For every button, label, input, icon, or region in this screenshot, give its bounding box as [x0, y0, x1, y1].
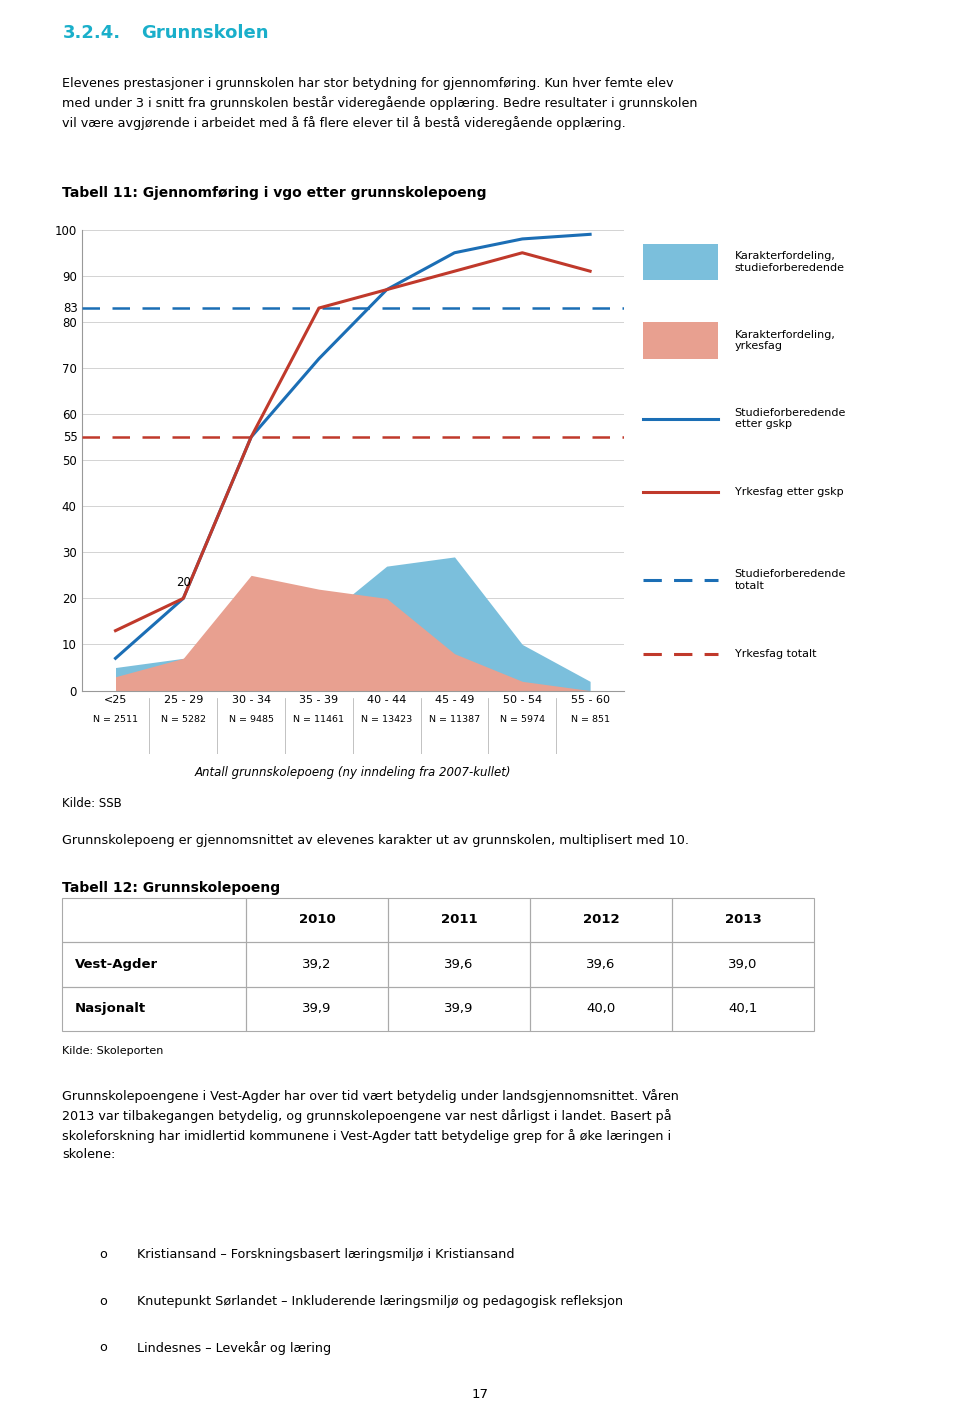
Text: 2011: 2011 — [441, 913, 477, 926]
Text: 2013: 2013 — [725, 913, 761, 926]
Bar — [643, 322, 718, 359]
Text: N = 11387: N = 11387 — [429, 715, 480, 723]
Text: Grunnskolen: Grunnskolen — [141, 24, 269, 43]
Text: N = 9485: N = 9485 — [228, 715, 274, 723]
Bar — [672, 898, 814, 942]
Bar — [672, 942, 814, 987]
Text: Kilde: Skoleporten: Kilde: Skoleporten — [62, 1046, 164, 1056]
Text: 40,0: 40,0 — [587, 1003, 615, 1015]
Text: Lindesnes – Levekår og læring: Lindesnes – Levekår og læring — [137, 1341, 331, 1356]
Bar — [62, 898, 246, 942]
Text: Yrkesfag totalt: Yrkesfag totalt — [734, 648, 816, 659]
Text: Studieforberedende
etter gskp: Studieforberedende etter gskp — [734, 408, 846, 430]
Text: 20: 20 — [176, 576, 191, 590]
Text: Antall grunnskolepoeng (ny inndeling fra 2007-kullet): Antall grunnskolepoeng (ny inndeling fra… — [195, 766, 511, 778]
Text: 40,1: 40,1 — [729, 1003, 757, 1015]
Bar — [672, 987, 814, 1031]
Text: N = 851: N = 851 — [570, 715, 610, 723]
Text: 39,2: 39,2 — [302, 957, 332, 971]
Text: Grunnskolepoeng er gjennomsnittet av elevenes karakter ut av grunnskolen, multip: Grunnskolepoeng er gjennomsnittet av ele… — [62, 834, 689, 847]
Text: 39,0: 39,0 — [729, 957, 757, 971]
Bar — [246, 898, 388, 942]
Text: Karakterfordeling,
studieforberedende: Karakterfordeling, studieforberedende — [734, 251, 845, 272]
Text: Karakterfordeling,
yrkesfag: Karakterfordeling, yrkesfag — [734, 329, 835, 352]
Bar — [530, 942, 672, 987]
Text: Yrkesfag etter gskp: Yrkesfag etter gskp — [734, 488, 843, 498]
Text: o: o — [99, 1248, 107, 1261]
Text: Studieforberedende
totalt: Studieforberedende totalt — [734, 569, 846, 591]
Text: N = 5974: N = 5974 — [500, 715, 544, 723]
Text: 17: 17 — [471, 1388, 489, 1401]
Text: 39,9: 39,9 — [444, 1003, 474, 1015]
Bar — [530, 898, 672, 942]
Bar — [388, 942, 530, 987]
Bar — [388, 898, 530, 942]
Text: N = 2511: N = 2511 — [93, 715, 138, 723]
Text: Vest-Agder: Vest-Agder — [75, 957, 158, 971]
Text: 39,6: 39,6 — [587, 957, 615, 971]
Bar — [246, 942, 388, 987]
Text: 39,9: 39,9 — [302, 1003, 332, 1015]
Text: N = 5282: N = 5282 — [160, 715, 205, 723]
Text: Nasjonalt: Nasjonalt — [75, 1003, 146, 1015]
Text: Kristiansand – Forskningsbasert læringsmiljø i Kristiansand: Kristiansand – Forskningsbasert læringsm… — [137, 1248, 515, 1261]
Text: 3.2.4.: 3.2.4. — [62, 24, 121, 43]
Bar — [530, 987, 672, 1031]
Text: Tabell 11: Gjennomføring i vgo etter grunnskolepoeng: Tabell 11: Gjennomføring i vgo etter gru… — [62, 186, 487, 200]
Text: 39,6: 39,6 — [444, 957, 474, 971]
Bar — [62, 942, 246, 987]
Text: o: o — [99, 1295, 107, 1307]
Text: Kilde: SSB: Kilde: SSB — [62, 797, 122, 810]
Bar — [643, 244, 718, 281]
Text: o: o — [99, 1341, 107, 1354]
Text: N = 13423: N = 13423 — [361, 715, 413, 723]
Text: Knutepunkt Sørlandet – Inkluderende læringsmiljø og pedagogisk refleksjon: Knutepunkt Sørlandet – Inkluderende læri… — [137, 1295, 623, 1307]
Text: 2012: 2012 — [583, 913, 619, 926]
Text: 55: 55 — [63, 431, 78, 444]
Bar — [246, 987, 388, 1031]
Text: Grunnskolepoengene i Vest-Agder har over tid vært betydelig under landsgjennomsn: Grunnskolepoengene i Vest-Agder har over… — [62, 1089, 680, 1161]
Text: Tabell 12: Grunnskolepoeng: Tabell 12: Grunnskolepoeng — [62, 881, 280, 895]
Bar — [388, 987, 530, 1031]
Text: 83: 83 — [63, 302, 78, 315]
Text: Elevenes prestasjoner i grunnskolen har stor betydning for gjennomføring. Kun hv: Elevenes prestasjoner i grunnskolen har … — [62, 77, 698, 129]
Bar — [62, 987, 246, 1031]
Text: 2010: 2010 — [299, 913, 335, 926]
Text: N = 11461: N = 11461 — [294, 715, 345, 723]
